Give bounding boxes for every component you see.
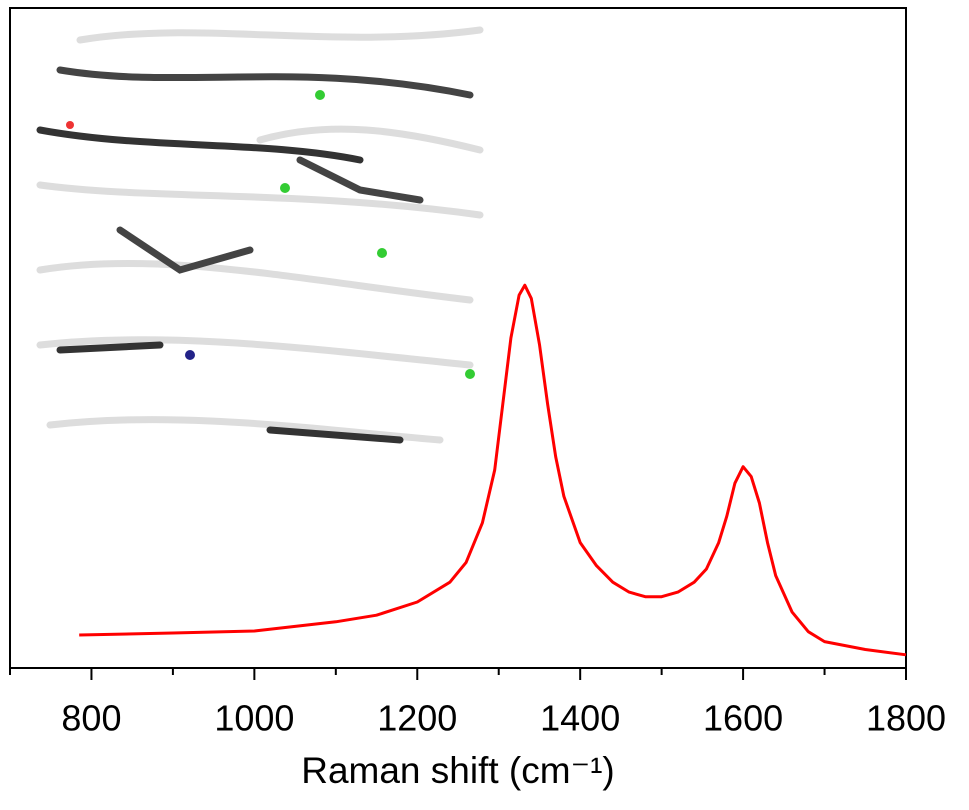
- x-tick-label: 1200: [377, 698, 457, 739]
- x-tick-label: 1800: [866, 698, 946, 739]
- plot-frame: [9, 7, 907, 669]
- x-tick-label: 800: [61, 698, 121, 739]
- x-tick-label: 1400: [540, 698, 620, 739]
- x-tick-label: 1000: [214, 698, 294, 739]
- molecule-inset: [36, 26, 484, 444]
- spectrum-line: [79, 283, 907, 657]
- x-axis-label: Raman shift (cm⁻¹): [301, 750, 615, 791]
- x-tick-label: 1600: [703, 698, 783, 739]
